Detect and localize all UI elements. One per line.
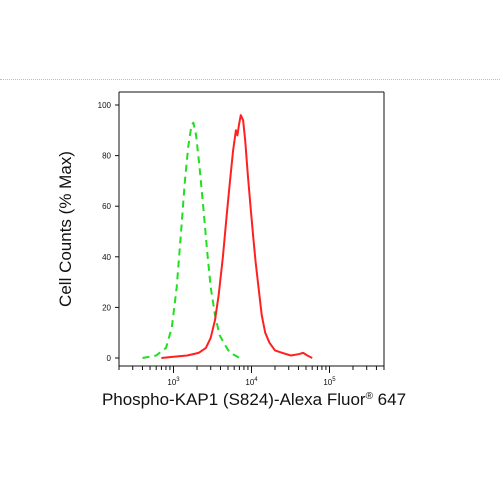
- x-axis-title: Phospho-KAP1 (S824)-Alexa Fluor® 647: [102, 390, 406, 409]
- plot-frame: [118, 91, 385, 367]
- y-axis-title: Cell Counts (% Max): [56, 151, 75, 307]
- x-axis-title-suffix: 647: [373, 390, 406, 409]
- y-tick-label: 80: [102, 152, 111, 161]
- x-axis-ticks: 103 104 105: [118, 366, 385, 387]
- top-divider: [0, 79, 500, 80]
- y-tick-label: 20: [102, 303, 111, 312]
- y-tick-label: 100: [98, 101, 112, 110]
- y-tick-label: 0: [107, 354, 112, 363]
- series-line-dashed: [142, 121, 240, 359]
- x-tick-label: 105: [323, 377, 336, 387]
- x-tick-label: 104: [245, 377, 258, 387]
- x-axis-title-superscript: ®: [366, 391, 374, 402]
- y-tick-label: 40: [102, 253, 111, 262]
- x-tick-label: 103: [167, 377, 180, 387]
- series-layer: [142, 114, 313, 359]
- y-axis-ticks: 0 20 40 60 80 100: [98, 101, 119, 363]
- y-tick-label: 60: [102, 202, 111, 211]
- series-line-solid: [161, 114, 313, 359]
- x-axis-title-main: Phospho-KAP1 (S824)-Alexa Fluor: [102, 390, 366, 409]
